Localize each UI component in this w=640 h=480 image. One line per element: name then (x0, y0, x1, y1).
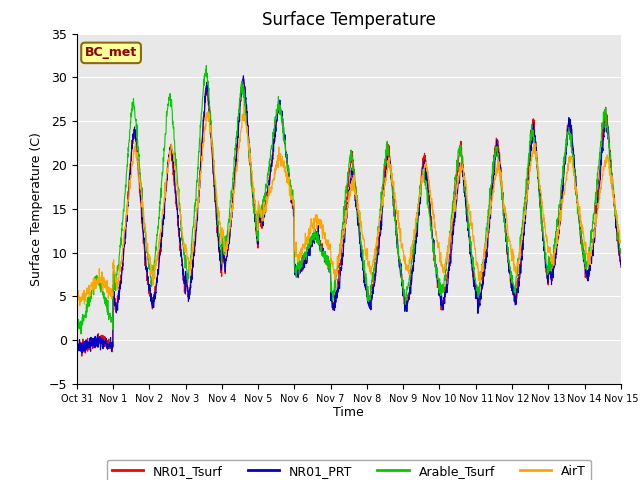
NR01_PRT (239, 73, 247, 79)
Arable_Tsurf (584, 258, 592, 264)
AirT (240, 104, 248, 109)
AirT (570, 163, 577, 168)
AirT (225, 229, 232, 235)
AirT (377, 209, 385, 215)
AirT (365, 259, 372, 265)
NR01_PRT (617, 259, 625, 265)
NR01_Tsurf (508, 282, 515, 288)
Arable_Tsurf (570, 152, 577, 158)
Line: NR01_PRT: NR01_PRT (77, 76, 621, 353)
Arable_Tsurf (202, 62, 210, 68)
Line: NR01_Tsurf: NR01_Tsurf (77, 79, 621, 356)
NR01_PRT (508, 285, 515, 291)
NR01_Tsurf (570, 146, 577, 152)
Arable_Tsurf (73, 318, 81, 324)
Arable_Tsurf (365, 299, 372, 304)
NR01_PRT (584, 277, 592, 283)
NR01_PRT (570, 147, 577, 153)
AirT (508, 251, 515, 257)
Legend: NR01_Tsurf, NR01_PRT, Arable_Tsurf, AirT: NR01_Tsurf, NR01_PRT, Arable_Tsurf, AirT (106, 460, 591, 480)
Line: AirT: AirT (77, 107, 621, 306)
Arable_Tsurf (225, 220, 233, 226)
NR01_PRT (73, 347, 81, 353)
AirT (584, 261, 592, 266)
NR01_Tsurf (365, 303, 372, 309)
NR01_PRT (365, 297, 372, 303)
AirT (76, 303, 84, 309)
NR01_Tsurf (617, 264, 625, 270)
Title: Surface Temperature: Surface Temperature (262, 11, 436, 29)
Arable_Tsurf (77, 331, 85, 337)
NR01_PRT (78, 350, 86, 356)
NR01_PRT (225, 235, 232, 241)
NR01_PRT (377, 231, 385, 237)
Text: BC_met: BC_met (85, 47, 137, 60)
AirT (73, 293, 81, 299)
X-axis label: Time: Time (333, 407, 364, 420)
NR01_Tsurf (377, 214, 385, 219)
NR01_Tsurf (78, 353, 86, 359)
Line: Arable_Tsurf: Arable_Tsurf (77, 65, 621, 334)
Arable_Tsurf (617, 246, 625, 252)
Arable_Tsurf (508, 269, 515, 275)
NR01_Tsurf (584, 268, 592, 274)
NR01_Tsurf (73, 338, 81, 344)
NR01_Tsurf (240, 76, 248, 82)
Y-axis label: Surface Temperature (C): Surface Temperature (C) (30, 132, 43, 286)
AirT (617, 239, 625, 245)
Arable_Tsurf (377, 202, 385, 207)
NR01_Tsurf (225, 236, 232, 241)
